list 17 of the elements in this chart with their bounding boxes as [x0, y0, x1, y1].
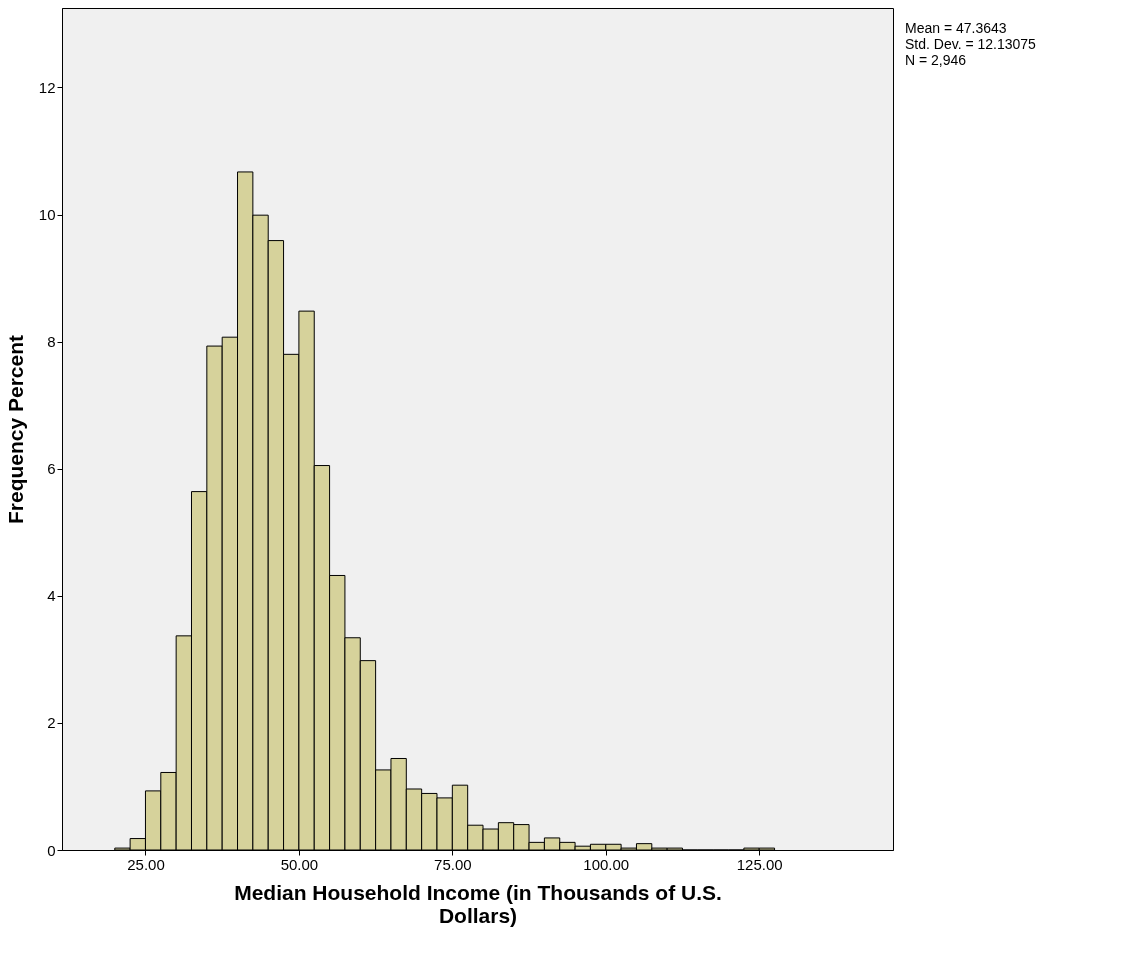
y-tick-label: 8	[47, 333, 56, 351]
y-tick-label: 12	[38, 78, 56, 96]
text: N = 2,946	[905, 52, 967, 68]
y-tick-label: 4	[47, 587, 56, 605]
x-tick-label: 50.00	[280, 855, 319, 873]
y-axis-title: Frequency Percent	[3, 334, 27, 525]
x-tick-label: 125.00	[736, 855, 783, 873]
y-tick-label: 10	[38, 206, 56, 224]
x-tick-label: 75.00	[434, 855, 472, 873]
y-tick-label: 6	[47, 460, 56, 478]
y-tick-label: 0	[47, 841, 56, 859]
text: Std. Dev. = 12.13075	[905, 36, 1037, 52]
x-axis-title: Median Household Income (in Thousands of U.S. Dollars)	[234, 880, 722, 927]
x-tick-label: 25.00	[127, 855, 165, 873]
y-tick-label: 2	[47, 714, 56, 732]
x-tick-label: 100.00	[583, 855, 630, 873]
text: Mean = 47.3643	[905, 20, 1007, 36]
